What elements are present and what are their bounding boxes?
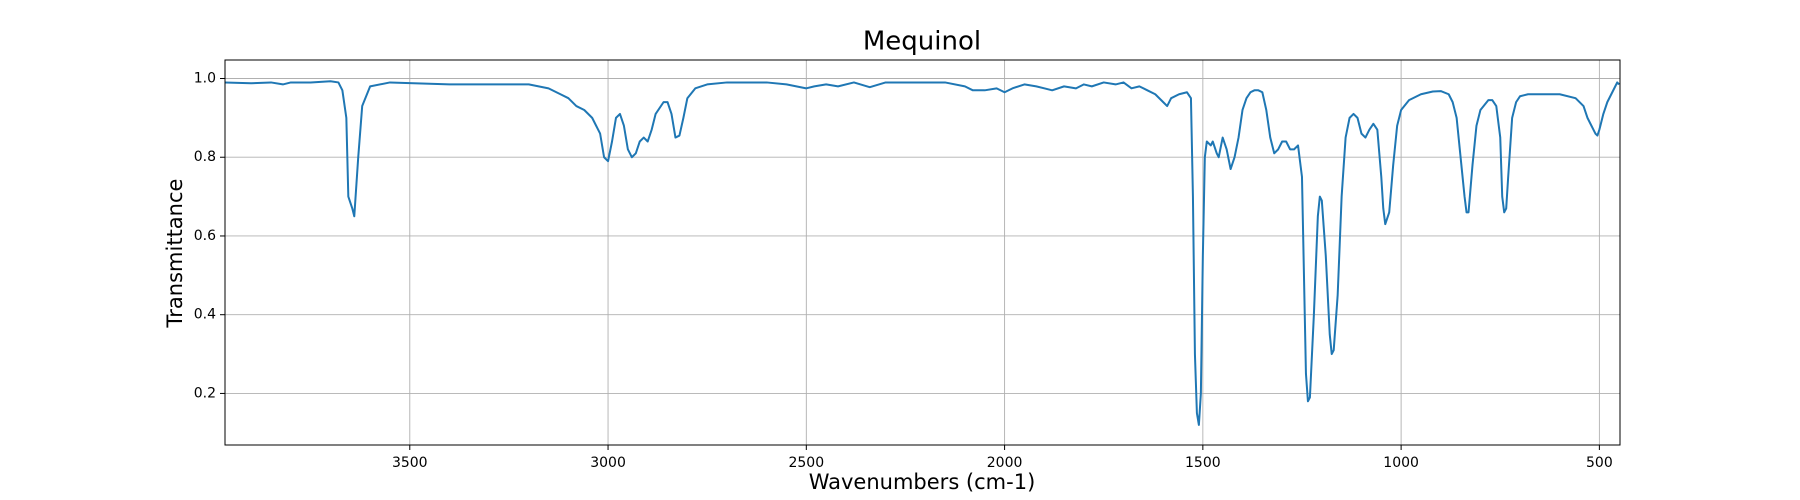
- y-tick-label: 0.8: [194, 149, 216, 165]
- plot-frame: [224, 59, 1621, 446]
- x-tick-label: 2000: [987, 455, 1023, 471]
- x-tick-label: 500: [1586, 455, 1613, 471]
- x-axis-label: Wavenumbers (cm-1): [809, 470, 1036, 494]
- chart-title: Mequinol: [863, 27, 981, 57]
- y-tick-label: 0.6: [194, 228, 216, 244]
- spectrum-line: [225, 80, 1620, 426]
- x-tick-label: 3500: [392, 455, 428, 471]
- x-tick-label: 3000: [590, 455, 626, 471]
- y-axis-label: Transmittance: [163, 179, 187, 329]
- x-tick-label: 2500: [788, 455, 824, 471]
- y-tick-label: 0.4: [194, 307, 216, 323]
- x-tick-label: 1500: [1185, 455, 1221, 471]
- y-tick-label: 1.0: [194, 71, 216, 87]
- y-tick-label: 0.2: [194, 385, 216, 401]
- x-tick-label: 1000: [1383, 455, 1419, 471]
